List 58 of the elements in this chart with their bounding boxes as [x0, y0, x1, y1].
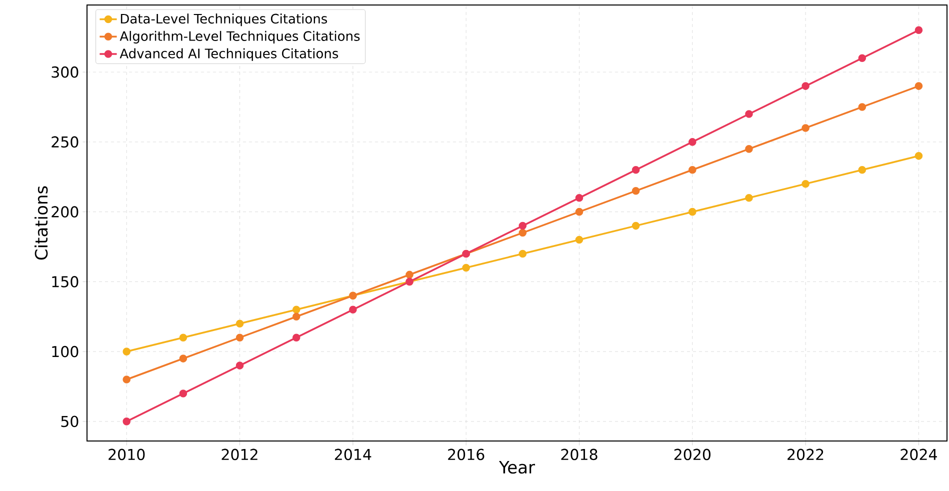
x-tick-label: 2018	[561, 448, 598, 460]
point	[179, 390, 188, 398]
point	[518, 250, 527, 258]
legend-label: Algorithm-Level Techniques Citations	[120, 30, 360, 44]
point	[745, 194, 753, 202]
point	[914, 82, 923, 90]
y-tick-label: 250	[52, 136, 78, 148]
point	[406, 270, 414, 279]
y-tick-label: 200	[52, 206, 78, 218]
point	[349, 306, 357, 314]
y-tick-label: 300	[52, 66, 78, 78]
x-tick-label: 2016	[448, 448, 484, 460]
x-tick-label: 2020	[674, 448, 710, 460]
point	[688, 138, 696, 146]
point	[914, 152, 923, 160]
point	[462, 264, 470, 272]
point	[575, 236, 584, 244]
legend-label: Data-Level Techniques Citations	[120, 14, 328, 26]
point	[745, 110, 753, 118]
point	[632, 186, 640, 195]
point	[292, 312, 300, 321]
point	[292, 334, 300, 342]
x-tick-label: 2024	[900, 448, 937, 460]
y-axis-title: Citations	[34, 186, 48, 260]
point	[122, 376, 131, 384]
point	[179, 354, 188, 362]
point	[745, 145, 753, 153]
point	[858, 54, 866, 62]
point	[292, 306, 300, 314]
point	[236, 334, 244, 342]
x-tick-label: 2014	[334, 448, 372, 460]
point	[802, 180, 810, 188]
point	[179, 334, 188, 342]
point	[688, 208, 696, 216]
point	[632, 166, 640, 174]
point	[858, 166, 866, 174]
point	[518, 222, 527, 230]
y-tick-label: 50	[61, 416, 78, 428]
point	[802, 82, 810, 90]
point	[236, 320, 244, 328]
x-tick-label: 2012	[222, 448, 258, 460]
point	[688, 166, 696, 174]
point	[858, 103, 866, 111]
x-axis-title: Year	[498, 461, 536, 474]
legend-label: Advanced AI Techniques Citations	[120, 48, 338, 61]
point	[632, 222, 640, 230]
point	[122, 418, 131, 426]
point	[122, 348, 131, 356]
y-tick-label: 150	[52, 276, 78, 288]
point	[518, 228, 527, 237]
x-tick-label: 2022	[788, 448, 824, 460]
point	[802, 124, 810, 132]
point	[914, 26, 923, 34]
y-tick-label: 100	[52, 346, 78, 358]
x-tick-label: 2010	[108, 448, 145, 460]
point	[575, 208, 584, 216]
point	[236, 362, 244, 370]
point	[575, 194, 584, 202]
